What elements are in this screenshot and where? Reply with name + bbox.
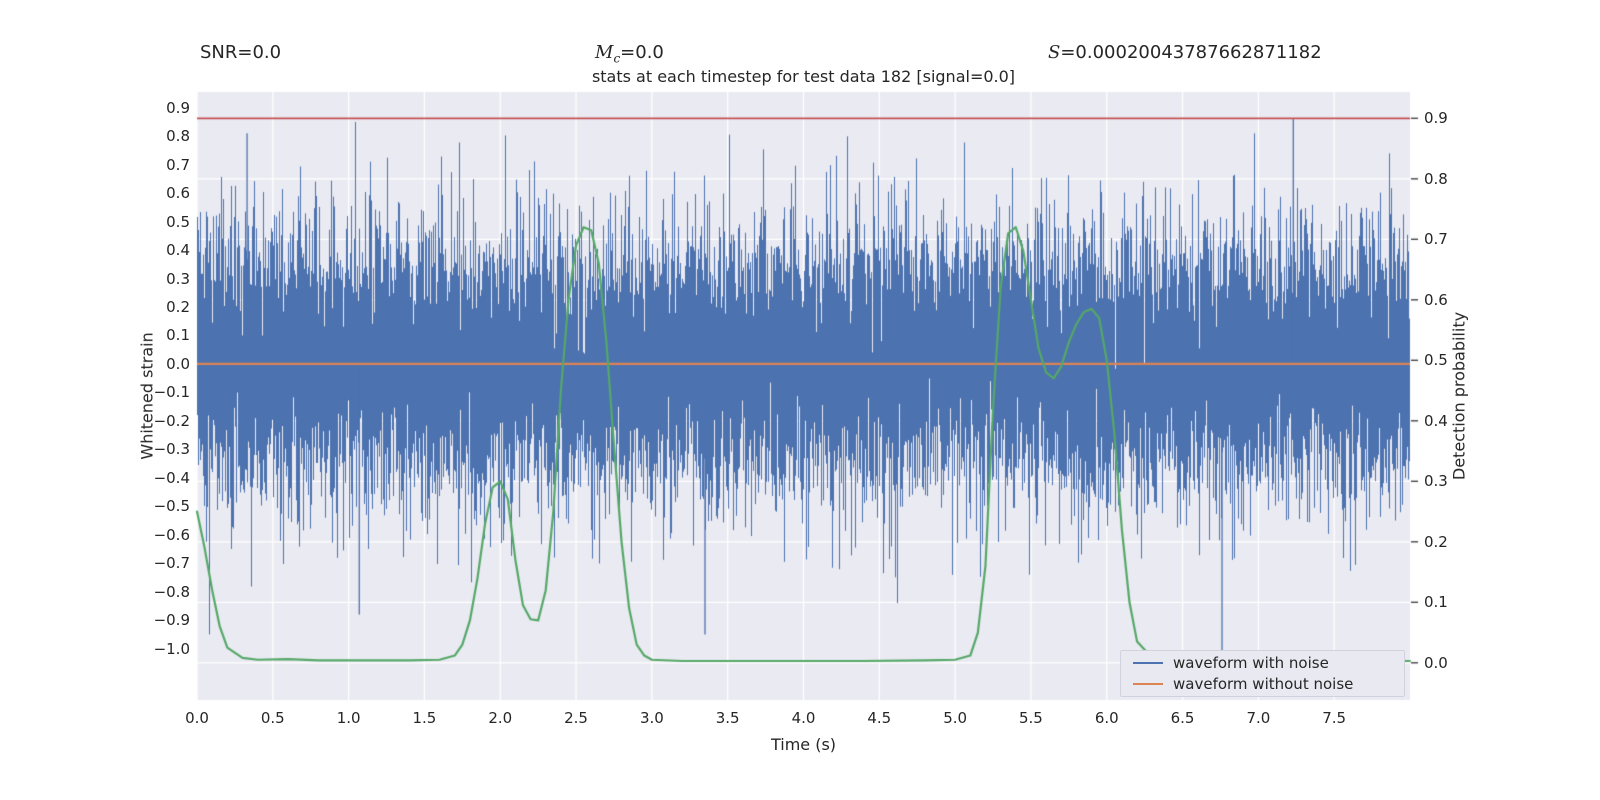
snr-annotation: SNR=0.0 xyxy=(200,42,282,63)
legend-label: waveform without noise xyxy=(1173,674,1354,693)
right-axis-label: Detection probability xyxy=(1449,311,1469,481)
chirp-mass-subscript: c xyxy=(613,51,621,66)
legend: waveform with noise waveform without noi… xyxy=(1120,650,1405,697)
x-axis-label: Time (s) xyxy=(770,735,837,754)
stat-s-symbol: S xyxy=(1048,42,1061,63)
legend-swatch-with-noise xyxy=(1133,661,1163,665)
chirp-mass-symbol: M xyxy=(595,42,614,63)
legend-swatch-without-noise xyxy=(1133,682,1163,686)
legend-item-without-noise: waveform without noise xyxy=(1133,674,1392,693)
chirp-mass-value: =0.0 xyxy=(620,42,664,63)
legend-label: waveform with noise xyxy=(1173,653,1329,672)
chart-title: stats at each timestep for test data 182… xyxy=(591,67,1016,86)
stat-s-annotation: S=0.00020043787662871182 xyxy=(1048,42,1322,63)
left-axis-label: Whitened strain xyxy=(137,332,157,460)
chirp-mass-annotation: Mc=0.0 xyxy=(595,42,664,66)
stat-s-value: =0.00020043787662871182 xyxy=(1060,42,1322,63)
legend-item-with-noise: waveform with noise xyxy=(1133,653,1392,672)
